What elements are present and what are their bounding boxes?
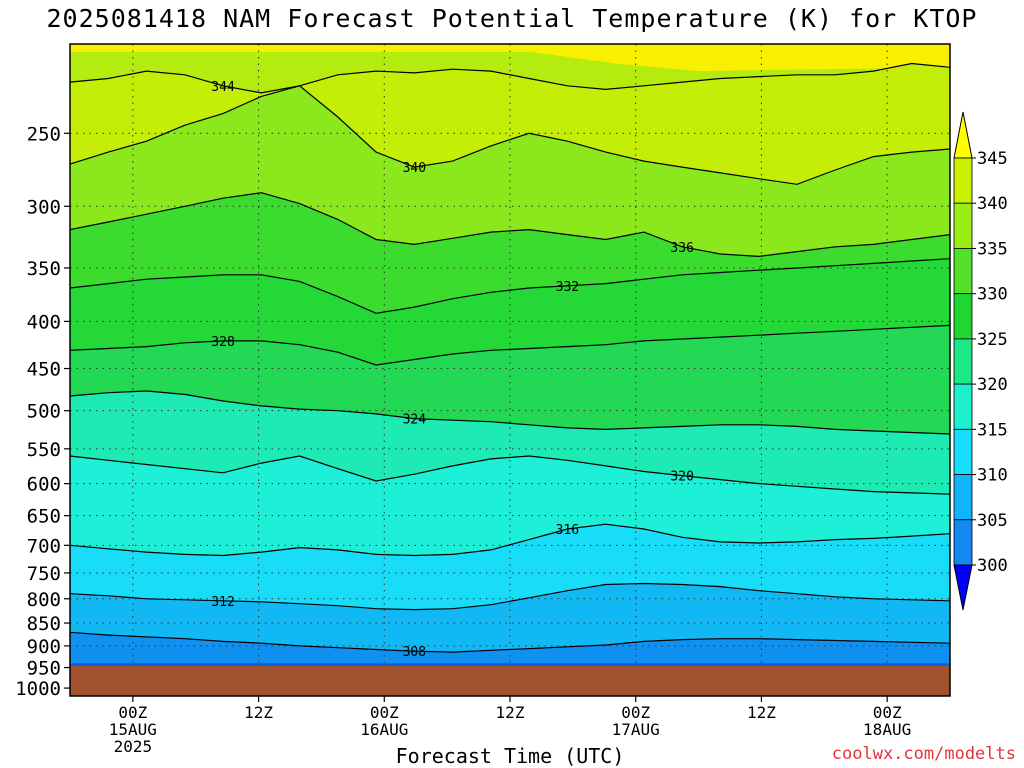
colorbar-swatch	[953, 248, 973, 295]
contour-label-324: 324	[403, 413, 427, 428]
contour-label-312: 312	[211, 595, 234, 610]
y-tick-label-500: 500	[27, 401, 61, 423]
y-tick-label-700: 700	[27, 535, 61, 557]
y-tick-label-300: 300	[27, 196, 61, 218]
ground	[70, 666, 950, 696]
colorbar-label-335: 335	[977, 239, 1008, 259]
x-tick-label: 2025	[114, 737, 153, 756]
x-axis-title: Forecast Time (UTC)	[395, 744, 625, 768]
x-tick-label: 12Z	[747, 703, 776, 722]
contour-316	[69, 523, 951, 557]
x-tick-label: 00Z	[118, 703, 147, 722]
contour-label-316: 316	[556, 523, 579, 538]
contour-label-320: 320	[670, 470, 693, 485]
colorbar-swatch	[953, 338, 973, 385]
band-below-308	[70, 632, 950, 666]
contour-324	[69, 390, 951, 435]
contour-320	[69, 455, 951, 495]
y-axis: 2503003504004505005506006507007508008509…	[15, 123, 70, 700]
x-tick-label: 18AUG	[863, 720, 911, 739]
colorbar-label-320: 320	[977, 375, 1008, 395]
colorbar-bottom-arrow	[953, 564, 973, 611]
y-tick-label-400: 400	[27, 311, 61, 333]
colorbar-swatch	[953, 202, 973, 249]
colorbar-swatch	[953, 293, 973, 340]
y-tick-label-600: 600	[27, 474, 61, 496]
colorbar: 345 340 335 330 325 320 315 310 305 300	[953, 111, 1008, 611]
contour-label-328: 328	[211, 335, 234, 350]
contour-344	[69, 62, 951, 94]
y-tick-label-800: 800	[27, 589, 61, 611]
colorbar-label-325: 325	[977, 330, 1008, 350]
x-tick-label: 00Z	[621, 703, 650, 722]
contour-label-332: 332	[556, 280, 579, 295]
contour-label-336: 336	[670, 241, 693, 256]
contour-332	[69, 258, 951, 314]
x-tick-label: 12Z	[244, 703, 273, 722]
contour-308	[69, 631, 951, 653]
y-tick-label-250: 250	[27, 123, 61, 145]
contour-340	[69, 85, 951, 185]
credit-link[interactable]: coolwx.com/modelts	[831, 744, 1016, 764]
colorbar-label-305: 305	[977, 511, 1008, 531]
contour-336	[69, 192, 951, 258]
colorbar-label-345: 345	[977, 149, 1008, 169]
y-tick-label-350: 350	[27, 258, 61, 280]
x-tick-label: 17AUG	[612, 720, 660, 739]
colorbar-label-340: 340	[977, 194, 1008, 214]
colorbar-swatch	[953, 474, 973, 521]
contour-label-308: 308	[403, 645, 426, 660]
y-tick-label-650: 650	[27, 506, 61, 528]
colorbar-swatch	[953, 428, 973, 475]
y-tick-label-550: 550	[27, 439, 61, 461]
y-tick-label-450: 450	[27, 359, 61, 381]
x-tick-label: 16AUG	[360, 720, 408, 739]
colorbar-swatch	[953, 383, 973, 430]
plot-area: 344 340 336 332 328 324 320 316 312 308	[69, 43, 951, 697]
y-tick-label-900: 900	[27, 636, 61, 658]
colorbar-label-315: 315	[977, 420, 1008, 440]
x-tick-label: 00Z	[370, 703, 399, 722]
colorbar-swatch	[953, 519, 973, 566]
colorbar-label-310: 310	[977, 466, 1008, 486]
x-tick-label: 15AUG	[109, 720, 157, 739]
x-tick-label: 12Z	[496, 703, 525, 722]
colorbar-label-330: 330	[977, 285, 1008, 305]
y-tick-label-750: 750	[27, 563, 61, 585]
colorbar-label-300: 300	[977, 556, 1008, 576]
contour-label-344: 344	[211, 80, 235, 95]
contour-label-340: 340	[403, 161, 426, 176]
colorbar-top-arrow	[953, 111, 973, 159]
band-345	[70, 44, 950, 72]
chart-title: 2025081418 NAM Forecast Potential Temper…	[46, 4, 978, 33]
y-tick-label-850: 850	[27, 613, 61, 635]
y-tick-label-1000: 1000	[15, 678, 61, 700]
y-tick-label-950: 950	[27, 658, 61, 680]
colorbar-swatch	[953, 157, 973, 204]
contour-312	[69, 582, 951, 611]
contour-328	[69, 324, 951, 366]
band-304	[70, 663, 950, 666]
x-tick-label: 00Z	[873, 703, 902, 722]
